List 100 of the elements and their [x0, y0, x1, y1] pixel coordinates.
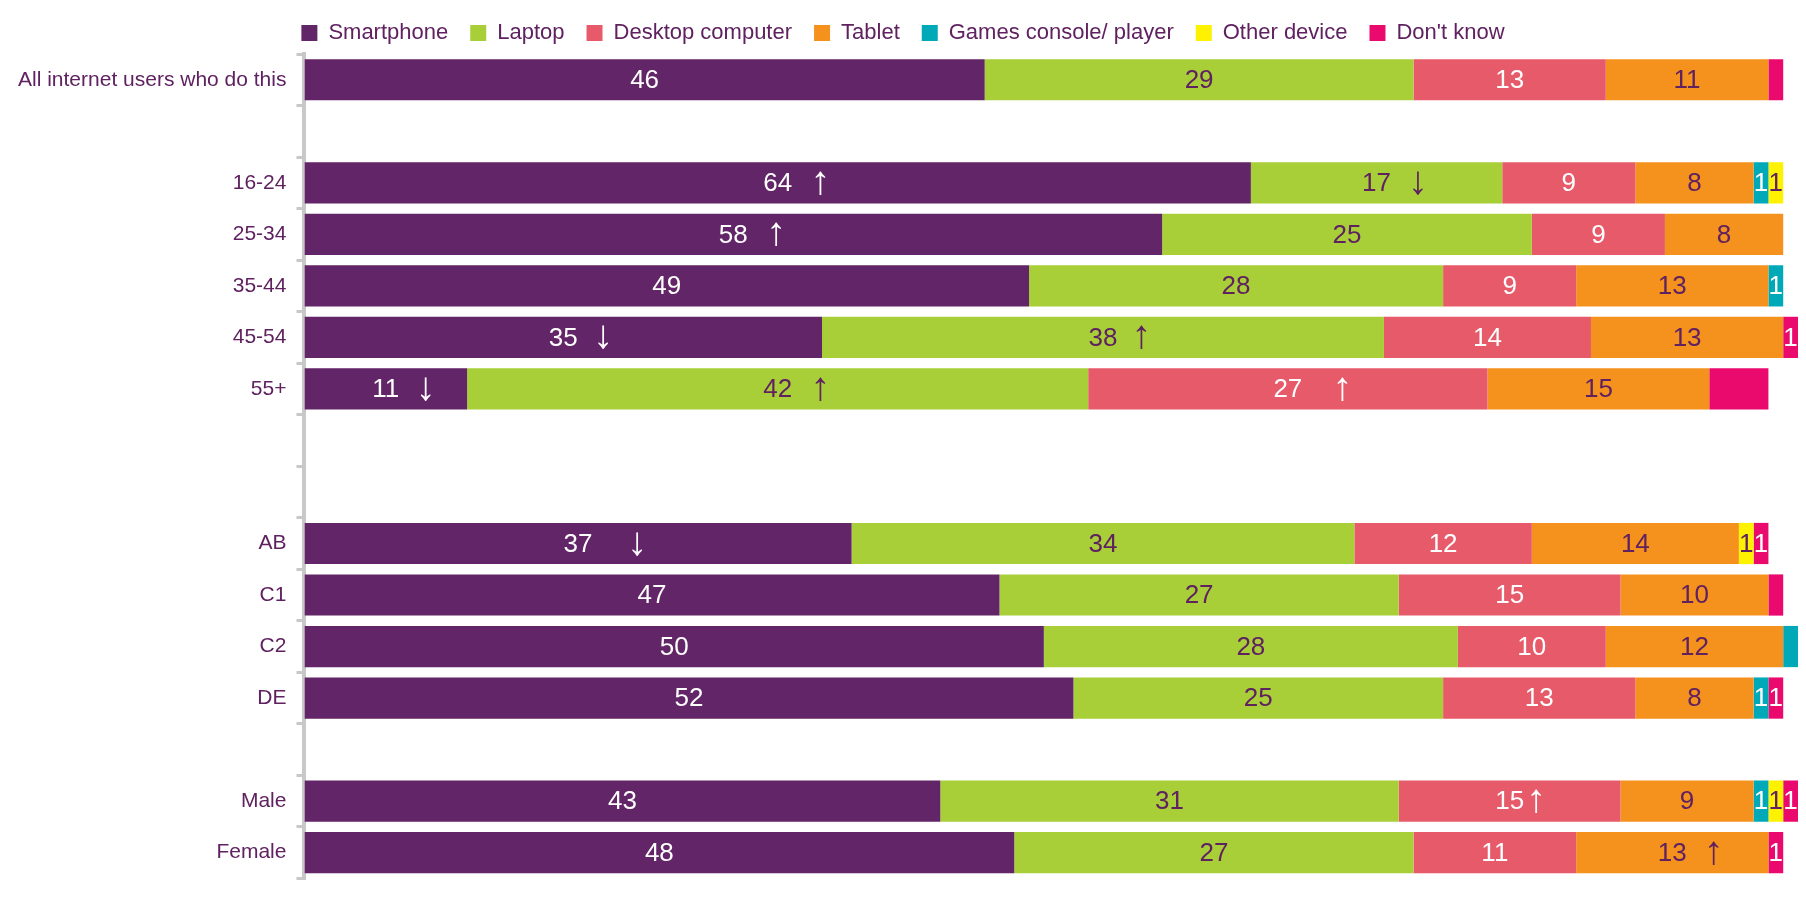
bar [1502, 162, 1636, 204]
bar [304, 780, 941, 822]
data-label: 1 [1783, 321, 1798, 352]
data-label: 13 [1657, 270, 1687, 301]
data-label: 46 [630, 63, 660, 94]
data-label: 9 [1591, 218, 1606, 249]
bar [1635, 677, 1754, 719]
bar [1398, 574, 1621, 616]
bar [1354, 522, 1532, 565]
data-label: 1 [1753, 785, 1769, 816]
data-label: 11 [372, 373, 400, 404]
bar [1783, 625, 1798, 668]
data-label: 15 [1495, 579, 1525, 610]
y-tick-label: Female [216, 839, 287, 863]
y-tick-label: All internet users who do this [18, 66, 287, 90]
bar [304, 213, 1163, 255]
bar [1413, 832, 1577, 874]
bar [304, 677, 1074, 719]
bar [304, 59, 985, 101]
bar [1709, 368, 1769, 410]
data-label: 25 [1332, 218, 1362, 249]
data-label: 28 [1221, 270, 1251, 301]
data-label: 9 [1679, 785, 1695, 816]
data-label: 17 [1362, 166, 1392, 197]
bar [822, 316, 1384, 358]
annotation: ↑ [810, 363, 831, 408]
y-tick-label: C2 [259, 633, 287, 657]
data-label: 11 [1673, 63, 1701, 94]
data-label: 8 [1687, 166, 1702, 197]
data-label: 8 [1716, 218, 1732, 249]
bar [1443, 265, 1577, 307]
bar [304, 832, 1015, 874]
data-label: 29 [1184, 63, 1214, 94]
data-label: 1 [1783, 785, 1798, 816]
bar [1768, 574, 1784, 616]
bar [1398, 780, 1621, 822]
data-label: 12 [1428, 527, 1458, 558]
data-label: 15 [1583, 373, 1613, 404]
data-label: 15 [1495, 785, 1525, 816]
bar [1043, 625, 1458, 668]
annotation: ↑ [766, 209, 787, 254]
data-label: 13 [1495, 63, 1525, 94]
data-label: 28 [1236, 630, 1266, 661]
data-label: 9 [1502, 270, 1517, 301]
data-label: 11 [1481, 836, 1509, 867]
data-label: 37 [563, 527, 593, 558]
bar [999, 574, 1399, 616]
data-label: 64 [763, 166, 793, 197]
bar [304, 368, 468, 410]
legend-label: Games console/ player [948, 19, 1174, 45]
annotation: ↑ [1526, 776, 1547, 821]
annotation: ↓ [415, 363, 436, 408]
bar [984, 59, 1414, 101]
bar [304, 625, 1044, 668]
annotation: ↓ [1407, 157, 1428, 202]
data-label: 38 [1088, 321, 1118, 352]
bar [1457, 625, 1606, 668]
bar [304, 574, 1000, 616]
bar [1088, 368, 1488, 410]
data-label: 47 [637, 579, 667, 610]
bar [1664, 213, 1784, 255]
bar [304, 522, 852, 565]
data-label: 58 [718, 218, 748, 249]
data-label: 1 [1768, 166, 1784, 197]
annotation: ↑ [1131, 312, 1152, 357]
bar [1073, 677, 1444, 719]
bar [1576, 265, 1769, 307]
legend-label: Smartphone [328, 19, 449, 45]
data-label: 1 [1753, 527, 1769, 558]
y-tick-label: C1 [259, 581, 287, 605]
bar [1620, 574, 1769, 616]
data-label: 12 [1680, 630, 1709, 661]
y-tick-label: 35-44 [232, 272, 287, 296]
bar [940, 780, 1399, 822]
legend-label: Laptop [497, 19, 565, 45]
legend-label: Don't know [1396, 19, 1505, 45]
bar [1620, 780, 1754, 822]
bar [1162, 213, 1532, 255]
data-label: 43 [607, 785, 637, 816]
data-label: 1 [1768, 785, 1784, 816]
bar [1590, 316, 1784, 358]
data-label: 27 [1273, 373, 1303, 404]
data-label: 14 [1620, 527, 1650, 558]
y-tick-label: Male [240, 787, 287, 811]
bar [1014, 832, 1414, 874]
bar [1383, 316, 1591, 358]
data-label: 10 [1517, 630, 1547, 661]
data-label: 34 [1088, 527, 1118, 558]
data-label: 1 [1753, 166, 1769, 197]
bar [1487, 368, 1710, 410]
data-label: 1 [1753, 682, 1769, 713]
bar [1531, 522, 1739, 565]
data-label: 1 [1768, 836, 1784, 867]
data-label: 8 [1687, 682, 1702, 713]
y-tick-label: 45-54 [232, 324, 287, 348]
data-label: 31 [1155, 785, 1184, 816]
data-label: 48 [644, 836, 674, 867]
data-label: 50 [659, 630, 689, 661]
bar [1531, 213, 1665, 255]
bar [1443, 677, 1636, 719]
